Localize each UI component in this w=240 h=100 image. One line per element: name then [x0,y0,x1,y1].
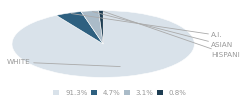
Text: HISPANIC: HISPANIC [103,12,240,58]
Text: ASIAN: ASIAN [92,12,234,48]
Text: WHITE: WHITE [7,59,120,67]
Wedge shape [56,12,103,44]
Wedge shape [12,11,194,77]
Wedge shape [81,11,103,44]
Wedge shape [99,11,103,44]
Legend: 91.3%, 4.7%, 3.1%, 0.8%: 91.3%, 4.7%, 3.1%, 0.8% [53,89,187,96]
Text: A.I.: A.I. [71,14,223,38]
